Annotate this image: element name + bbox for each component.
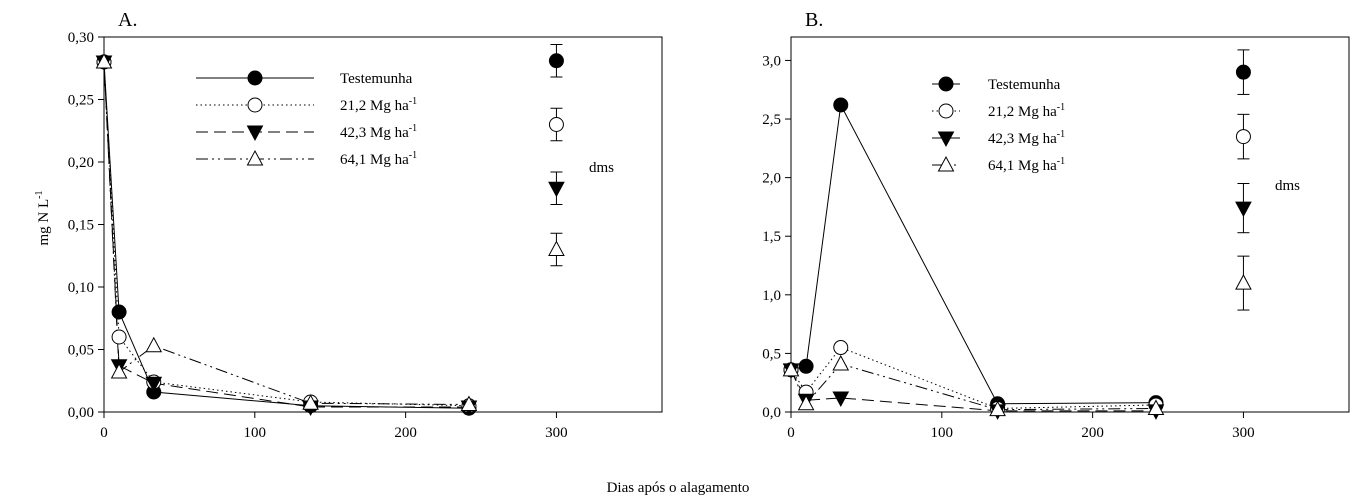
legend-label-text: 42,3 Mg ha xyxy=(340,125,409,141)
data-point xyxy=(460,395,478,411)
x-tick-label: 100 xyxy=(244,425,267,441)
y-axis-title: mg N L-1 xyxy=(34,190,52,245)
data-point xyxy=(302,394,319,410)
y-tick-label: 0,20 xyxy=(68,155,94,171)
panel-label: A. xyxy=(118,9,137,31)
y-tick-label: 0,10 xyxy=(68,280,94,296)
legend-label-superscript: -1 xyxy=(1057,129,1065,140)
y-tick-label: 0,0 xyxy=(762,405,781,421)
data-point xyxy=(145,336,163,353)
legend-label-superscript: -1 xyxy=(409,96,417,107)
legend-marker xyxy=(247,97,263,113)
dms-marker xyxy=(1235,274,1252,290)
x-tick-label: 200 xyxy=(394,425,417,441)
legend-label-superscript: -1 xyxy=(409,150,417,161)
legend-label-text: Testemunha xyxy=(988,77,1061,93)
legend-label-superscript: -1 xyxy=(1057,156,1065,167)
legend-label: Testemunha xyxy=(340,71,413,87)
legend-label-text: Testemunha xyxy=(340,71,413,87)
y-tick-label: 0,25 xyxy=(68,93,94,109)
y-axis-title-text: mg N L xyxy=(36,199,52,246)
data-point xyxy=(782,360,800,377)
legend-marker xyxy=(247,70,263,86)
data-point xyxy=(111,329,127,345)
legend-label: 21,2 Mg ha-1 xyxy=(340,96,417,114)
x-tick-label: 100 xyxy=(931,425,954,441)
legend-marker xyxy=(938,103,954,119)
data-point xyxy=(832,391,850,407)
legend-label-superscript: -1 xyxy=(409,123,417,134)
y-tick-label: 2,5 xyxy=(762,112,781,128)
plot-frame xyxy=(103,36,663,413)
dms-marker xyxy=(1235,64,1251,80)
data-point xyxy=(798,358,814,374)
legend-label: 64,1 Mg ha-1 xyxy=(340,150,417,168)
series-line xyxy=(103,61,469,408)
dms-marker xyxy=(1235,201,1252,218)
y-tick-label: 0,5 xyxy=(762,346,781,362)
y-tick-label: 0,30 xyxy=(68,30,94,46)
legend-marker xyxy=(246,149,264,166)
y-tick-label: 0,00 xyxy=(68,405,94,421)
y-tick-label: 2,0 xyxy=(762,171,781,187)
legend-label-text: 21,2 Mg ha xyxy=(340,98,409,114)
panel-label: B. xyxy=(805,9,823,31)
series-line xyxy=(790,369,1156,412)
data-point xyxy=(832,354,850,371)
legend-label-text: 64,1 Mg ha xyxy=(340,152,409,168)
panel-b: B. 0,0 0,5 1,0 1,5 2,0 2,5 3,0 0 100 200 300 dms Test… xyxy=(762,9,1350,441)
legend-marker xyxy=(246,125,264,142)
series-line xyxy=(103,61,469,409)
legend-label: 42,3 Mg ha-1 xyxy=(340,123,417,141)
dms-marker xyxy=(1235,129,1251,145)
dms-marker xyxy=(548,240,565,256)
x-tick-label: 0 xyxy=(787,425,795,441)
data-point xyxy=(989,400,1006,417)
series-line xyxy=(790,346,1156,409)
series-line xyxy=(790,103,1156,405)
legend-label: 64,1 Mg ha-1 xyxy=(988,156,1065,174)
data-point xyxy=(145,376,163,393)
series-line xyxy=(103,61,469,405)
x-tick-label: 300 xyxy=(1232,425,1255,441)
data-point xyxy=(833,97,849,113)
dms-label: dms xyxy=(1275,178,1300,194)
data-point xyxy=(833,340,849,356)
x-tick-label: 200 xyxy=(1081,425,1104,441)
series-line xyxy=(103,61,469,407)
dms-marker xyxy=(548,53,564,69)
data-point xyxy=(95,52,113,69)
dms-label: dms xyxy=(589,160,614,176)
legend-label-text: 64,1 Mg ha xyxy=(988,158,1057,174)
legend-label-superscript: -1 xyxy=(1057,102,1065,113)
dms-marker xyxy=(548,117,564,132)
y-tick-label: 0,15 xyxy=(68,218,94,234)
legend-marker xyxy=(937,155,955,172)
legend-label: 21,2 Mg ha-1 xyxy=(988,102,1065,120)
x-axis-title: Dias após o alagamento xyxy=(607,480,750,496)
legend-marker xyxy=(938,76,954,92)
data-point xyxy=(111,304,127,320)
x-tick-label: 0 xyxy=(100,425,108,441)
legend-label-text: 42,3 Mg ha xyxy=(988,131,1057,147)
data-point xyxy=(797,394,815,411)
x-tick-label: 300 xyxy=(545,425,568,441)
y-axis-title-superscript: -1 xyxy=(34,190,45,198)
data-point xyxy=(1147,399,1165,415)
y-tick-label: 1,5 xyxy=(762,229,781,245)
data-point xyxy=(110,362,128,379)
legend-label: 42,3 Mg ha-1 xyxy=(988,129,1065,147)
dms-marker xyxy=(548,181,565,198)
legend-marker xyxy=(937,131,955,148)
y-tick-label: 0,05 xyxy=(68,343,94,359)
legend-label-text: 21,2 Mg ha xyxy=(988,104,1057,120)
y-tick-label: 1,0 xyxy=(762,288,781,304)
legend-label: Testemunha xyxy=(988,77,1061,93)
y-tick-label: 3,0 xyxy=(762,53,781,69)
plot-frame xyxy=(790,36,1350,413)
panel-a: A. 0,00 0,05 0,10 0,15 0,20 0,25 0,30 0 100 200 300… xyxy=(68,9,663,441)
